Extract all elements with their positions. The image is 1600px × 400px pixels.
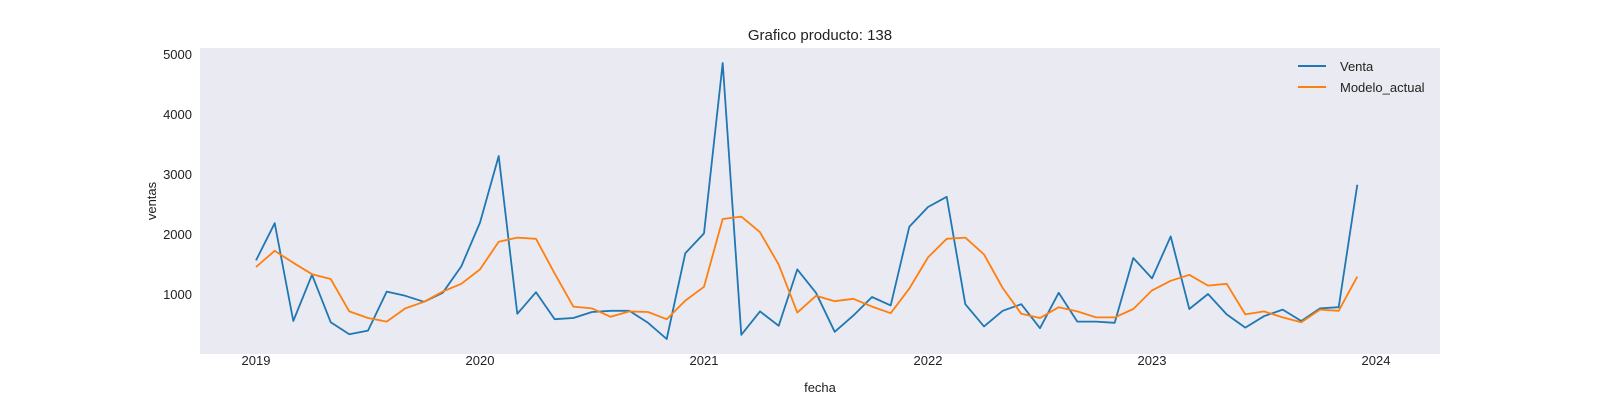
x-tick-label: 2024 — [1362, 353, 1391, 368]
legend-label: Venta — [1340, 59, 1374, 74]
x-tick-label: 2020 — [466, 353, 495, 368]
series-lines — [255, 62, 1359, 340]
x-tick-label: 2023 — [1138, 353, 1167, 368]
y-axis-label: ventas — [144, 181, 159, 220]
y-tick-label: 2000 — [163, 227, 192, 242]
x-tick-labels: 2019 2020 2021 2022 2023 2024 — [242, 353, 1391, 368]
chart-title: Grafico producto: 138 — [748, 27, 892, 44]
x-tick-label: 2021 — [690, 353, 719, 368]
x-tick-label: 2022 — [914, 353, 943, 368]
y-tick-label: 4000 — [163, 107, 192, 122]
legend: Venta Modelo_actual — [1298, 59, 1425, 95]
x-tick-label: 2019 — [242, 353, 271, 368]
y-tick-label: 5000 — [163, 47, 192, 62]
plot-area — [200, 48, 1440, 354]
legend-label: Modelo_actual — [1340, 80, 1425, 95]
y-tick-labels: 1000 2000 3000 4000 5000 — [163, 47, 192, 302]
y-tick-label: 3000 — [163, 167, 192, 182]
y-tick-label: 1000 — [163, 287, 192, 302]
x-axis-label: fecha — [804, 380, 837, 395]
series-line-modelo-actual — [255, 215, 1359, 324]
